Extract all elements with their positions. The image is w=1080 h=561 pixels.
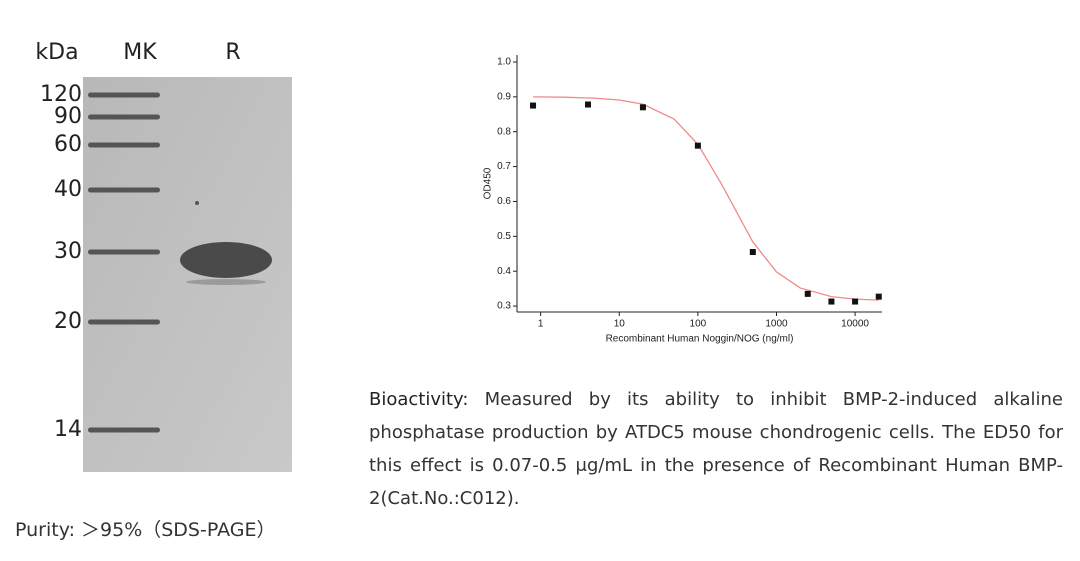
marker-label: 20 xyxy=(54,309,82,334)
lane-header: kDa xyxy=(35,40,78,65)
faint-band xyxy=(186,279,266,285)
x-tick-label: 10 xyxy=(614,319,626,330)
y-tick-label: 0.3 xyxy=(497,301,511,312)
lane-header: R xyxy=(225,40,240,65)
x-tick-label: 1 xyxy=(538,319,544,330)
bioactivity-label: Bioactivity: xyxy=(369,389,469,410)
gel xyxy=(83,77,292,472)
bioactivity: Bioactivity: Measured by its ability to … xyxy=(369,383,1063,515)
marker-band xyxy=(88,142,160,148)
x-axis-label: Recombinant Human Noggin/NOG (ng/ml) xyxy=(606,334,794,345)
marker-label: 30 xyxy=(54,239,82,264)
marker-label: 60 xyxy=(54,132,82,157)
fit-curve xyxy=(533,96,879,301)
y-tick-label: 0.7 xyxy=(497,161,511,172)
x-tick-label: 1000 xyxy=(765,319,788,330)
point xyxy=(828,298,835,305)
speck xyxy=(195,201,199,205)
point xyxy=(530,102,537,109)
y-tick-label: 1.0 xyxy=(497,57,511,68)
lane-header: MK xyxy=(123,40,157,65)
marker-band xyxy=(88,249,160,255)
x-tick-label: 10000 xyxy=(841,319,869,330)
point xyxy=(639,104,646,111)
purity-value: ＞95%（SDS-PAGE） xyxy=(81,519,276,541)
sample-band xyxy=(180,242,272,278)
bioactivity-text: Measured by its ability to inhibit BMP-2… xyxy=(369,389,1063,509)
purity: Purity: ＞95%（SDS-PAGE） xyxy=(15,515,276,542)
y-tick-label: 0.5 xyxy=(497,231,511,242)
marker-label: 90 xyxy=(54,104,82,129)
marker-band xyxy=(88,319,160,325)
y-axis-label: OD450 xyxy=(483,167,494,199)
point xyxy=(749,249,756,256)
marker-band xyxy=(88,427,160,433)
point xyxy=(852,298,859,305)
marker-band xyxy=(88,187,160,193)
purity-label: Purity: xyxy=(15,519,75,541)
point xyxy=(875,293,882,300)
point xyxy=(584,101,591,108)
point xyxy=(804,290,811,297)
y-tick-label: 0.9 xyxy=(497,91,511,102)
marker-band xyxy=(88,92,160,98)
marker-label: 14 xyxy=(54,417,82,442)
point xyxy=(694,142,701,149)
x-tick-label: 100 xyxy=(690,319,707,330)
marker-label: 120 xyxy=(40,82,82,107)
y-tick-label: 0.8 xyxy=(497,126,511,137)
marker-band xyxy=(88,114,160,120)
y-tick-label: 0.4 xyxy=(497,266,511,277)
y-tick-label: 0.6 xyxy=(497,196,511,207)
marker-label: 40 xyxy=(54,177,82,202)
